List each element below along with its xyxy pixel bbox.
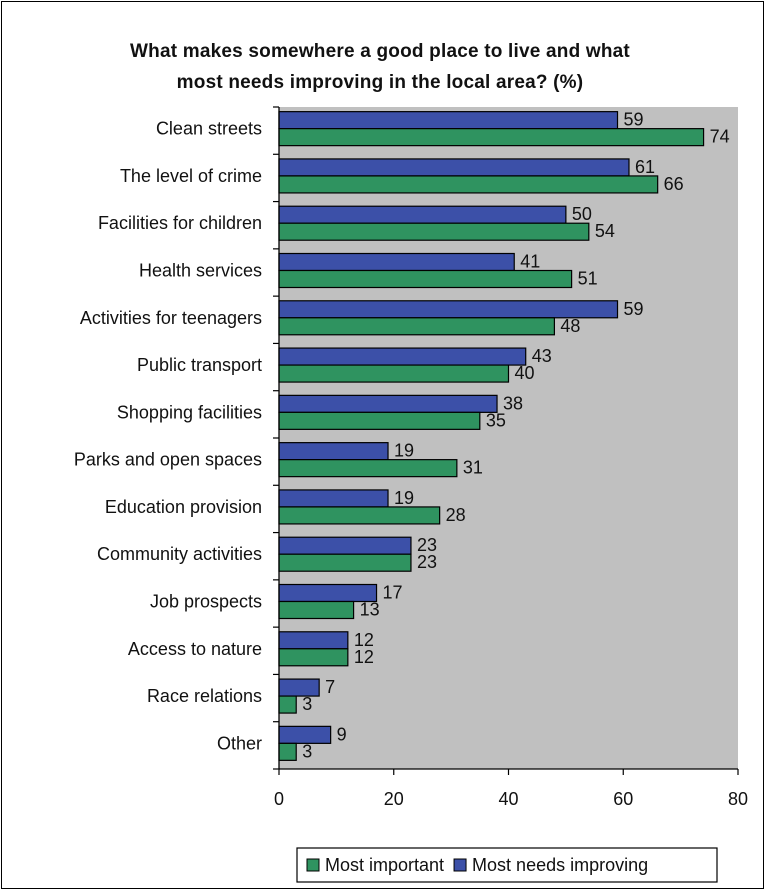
- bar-most-important-access-to-nature: [278, 648, 349, 667]
- value-label-most-important-race-relations: 3: [302, 694, 312, 714]
- value-label-most-important-community-activities: 23: [417, 552, 437, 572]
- bar-most-important-education-provision: [278, 506, 441, 525]
- chart-title-line-1: What makes somewhere a good place to liv…: [130, 41, 630, 62]
- value-label-most-important-the-level-of-crime: 66: [664, 174, 684, 194]
- bar-most-important-parks-and-open-spaces: [278, 459, 458, 478]
- value-label-most-needs-improving-job-prospects: 17: [383, 583, 403, 603]
- bar-most-important-activities-for-teenagers: [278, 317, 555, 336]
- category-label-job-prospects: Job prospects: [150, 592, 262, 612]
- value-label-most-needs-improving-health-services: 41: [520, 252, 540, 272]
- bar-most-important-community-activities: [278, 553, 412, 572]
- category-label-shopping-facilities: Shopping facilities: [117, 402, 262, 422]
- bar-most-needs-improving-parks-and-open-spaces: [278, 442, 389, 461]
- bar-most-needs-improving-race-relations: [278, 678, 320, 697]
- value-label-most-needs-improving-the-level-of-crime: 61: [635, 157, 655, 177]
- bar-most-important-the-level-of-crime: [278, 175, 659, 194]
- category-label-health-services: Health services: [139, 261, 262, 281]
- legend: [296, 847, 718, 883]
- bar-most-needs-improving-health-services: [278, 252, 515, 272]
- category-label-access-to-nature: Access to nature: [128, 639, 262, 659]
- x-tick-label-80: 80: [728, 789, 748, 809]
- value-label-most-important-activities-for-teenagers: 48: [560, 316, 580, 336]
- chart-title: What makes somewhere a good place to liv…: [60, 36, 700, 98]
- bar-most-important-clean-streets: [278, 128, 705, 147]
- x-tick-label-40: 40: [498, 789, 518, 809]
- bar-most-needs-improving-community-activities: [278, 536, 412, 555]
- value-label-most-important-access-to-nature: 12: [354, 647, 374, 667]
- value-label-most-needs-improving-education-provision: 19: [394, 488, 414, 508]
- value-label-most-important-job-prospects: 13: [360, 600, 380, 620]
- value-label-most-needs-improving-parks-and-open-spaces: 19: [394, 441, 414, 461]
- category-label-activities-for-teenagers: Activities for teenagers: [80, 308, 262, 328]
- x-tick-label-60: 60: [613, 789, 633, 809]
- value-label-most-needs-improving-shopping-facilities: 38: [503, 393, 523, 413]
- bar-most-important-job-prospects: [278, 600, 355, 620]
- value-label-most-important-public-transport: 40: [515, 363, 535, 383]
- category-label-public-transport: Public transport: [137, 355, 262, 375]
- value-label-most-important-parks-and-open-spaces: 31: [463, 458, 483, 478]
- category-label-parks-and-open-spaces: Parks and open spaces: [74, 450, 262, 470]
- legend-swatch-most-needs-improving: [453, 858, 467, 872]
- bar-most-important-other: [278, 742, 297, 761]
- value-label-most-needs-improving-access-to-nature: 12: [354, 630, 374, 650]
- value-label-most-needs-improving-other: 9: [337, 724, 347, 744]
- value-label-most-important-other: 3: [302, 741, 312, 761]
- x-tick-label-20: 20: [384, 789, 404, 809]
- value-label-most-needs-improving-activities-for-teenagers: 59: [624, 299, 644, 319]
- legend-swatch-most-important: [306, 858, 320, 872]
- category-label-community-activities: Community activities: [97, 544, 262, 564]
- value-label-most-important-facilities-for-children: 54: [595, 221, 615, 241]
- bar-most-needs-improving-shopping-facilities: [278, 394, 498, 413]
- bar-most-needs-improving-access-to-nature: [278, 631, 349, 650]
- category-label-clean-streets: Clean streets: [156, 119, 262, 139]
- value-label-most-needs-improving-facilities-for-children: 50: [572, 204, 592, 224]
- bar-most-needs-improving-public-transport: [278, 347, 527, 366]
- bar-most-important-public-transport: [278, 364, 510, 383]
- value-label-most-important-health-services: 51: [578, 269, 598, 289]
- bar-most-important-facilities-for-children: [278, 222, 590, 241]
- category-label-race-relations: Race relations: [147, 686, 262, 706]
- value-label-most-needs-improving-public-transport: 43: [532, 346, 552, 366]
- bar-most-important-shopping-facilities: [278, 411, 481, 430]
- bar-most-important-health-services: [278, 269, 573, 289]
- category-label-education-provision: Education provision: [105, 497, 262, 517]
- chart-title-line-2: most needs improving in the local area? …: [176, 72, 584, 93]
- legend-label-most-needs-improving: Most needs improving: [472, 855, 648, 875]
- value-label-most-important-clean-streets: 74: [710, 127, 730, 147]
- value-label-most-important-shopping-facilities: 35: [486, 410, 506, 430]
- category-label-the-level-of-crime: The level of crime: [120, 166, 262, 186]
- bar-most-needs-improving-the-level-of-crime: [278, 158, 630, 177]
- bar-most-needs-improving-facilities-for-children: [278, 205, 567, 224]
- legend-label-most-important: Most important: [325, 855, 444, 875]
- bar-most-needs-improving-education-provision: [278, 489, 389, 508]
- x-tick-label-0: 0: [274, 789, 284, 809]
- bar-most-important-race-relations: [278, 695, 297, 714]
- value-label-most-needs-improving-race-relations: 7: [325, 677, 335, 697]
- value-label-most-important-education-provision: 28: [446, 505, 466, 525]
- category-label-facilities-for-children: Facilities for children: [98, 213, 262, 233]
- value-label-most-needs-improving-clean-streets: 59: [624, 110, 644, 130]
- bar-most-needs-improving-clean-streets: [278, 111, 619, 130]
- category-label-other: Other: [217, 733, 262, 753]
- value-label-most-needs-improving-community-activities: 23: [417, 535, 437, 555]
